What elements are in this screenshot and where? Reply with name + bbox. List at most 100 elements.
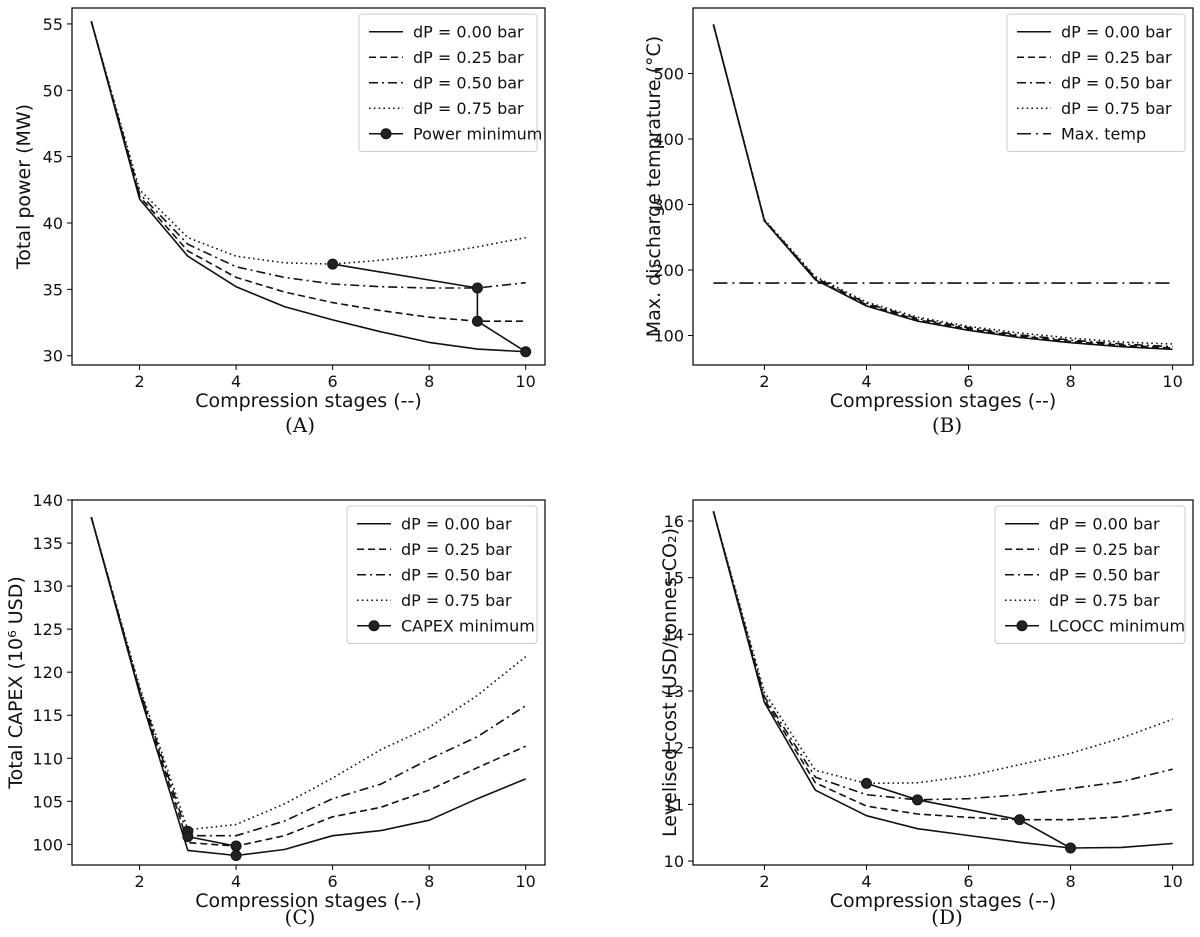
y-tick-label: 45 [43,148,63,167]
legend-label: Max. temp [1061,124,1146,143]
y-axis-label: Max. discharge temprature (°C) [643,36,665,337]
x-tick-label: 2 [134,372,144,391]
y-tick-label: 300 [653,196,684,215]
legend-label: dP = 0.75 bar [1049,591,1160,610]
x-tick-label: 2 [759,872,769,891]
x-tick-label: 4 [231,872,241,891]
minimum-marker [520,346,532,358]
series-line-1 [90,21,526,353]
minimum-marker [230,850,242,862]
x-tick-label: 10 [1162,872,1182,891]
y-tick-label: 500 [653,65,684,84]
y-tick-label: 12 [664,739,684,758]
series-line-5 [332,263,527,353]
legend-label: dP = 0.00 bar [1061,22,1172,41]
series-line-2 [90,21,526,323]
minimum-marker [1065,842,1077,854]
y-tick-label: 35 [43,280,63,299]
legend-label: dP = 0.00 bar [1049,514,1160,533]
legend-marker [1016,620,1028,632]
series-line-3 [90,21,526,289]
minimum-marker [327,258,339,270]
y-tick-label: 100 [32,835,63,854]
chart-panel-b: 2 4 6 8 10 100 200 300 400 500 Compression stages … [643,7,1194,437]
y-axis-label: Total power (MW) [13,104,35,270]
x-tick-label: 6 [963,372,973,391]
panel-caption: (D) [931,905,963,929]
legend-label: dP = 0.75 bar [413,99,524,118]
legend-label: dP = 0.25 bar [1049,540,1160,559]
minimum-marker [471,315,483,327]
legend-box [346,505,538,644]
series-line-1 [712,511,1173,849]
series-line-5 [866,782,1071,849]
y-tick-label: 110 [32,749,63,768]
legend-label: dP = 0.25 bar [1061,48,1172,67]
panel-caption: (A) [285,413,315,437]
legend-box [994,505,1186,644]
minimum-marker [860,777,872,789]
legend-label: dP = 0.75 bar [401,591,512,610]
series-line-4 [712,511,1173,785]
chart-panel-d: 2 4 6 8 10 10 11 12 13 14 15 16 Compression stages (… [659,499,1194,929]
x-tick-label: 8 [424,372,434,391]
x-tick-label: 2 [134,872,144,891]
legend: dP = 0.00 bar dP = 0.25 bar dP = 0.50 bar d… [346,505,538,644]
y-tick-label: 55 [43,15,63,34]
minimum-marker [230,840,242,852]
legend-label: dP = 0.50 bar [1061,73,1172,92]
y-tick-label: 15 [664,569,684,588]
legend-label: dP = 0.00 bar [413,22,524,41]
y-tick-label: 400 [653,130,684,149]
x-tick-label: 8 [424,872,434,891]
minimum-marker [471,282,483,294]
minimum-marker [182,831,194,843]
y-axis-label: Levelised cost (USD/tonnes CO₂) [659,528,681,837]
legend-label: dP = 0.00 bar [401,514,512,533]
y-tick-label: 100 [653,327,684,346]
legend-label: dP = 0.50 bar [1049,565,1160,584]
legend-box [1006,13,1186,152]
y-tick-label: 120 [32,663,63,682]
legend-label: dP = 0.25 bar [401,540,512,559]
x-tick-label: 4 [861,372,871,391]
panel-caption: (C) [285,905,316,929]
chart-panel-c: 2 4 6 8 10 100 105 110 115 120 125 130 135 140 Compres… [5,491,546,929]
y-tick-label: 11 [664,795,684,814]
axes-frame [71,7,546,366]
x-tick-label: 8 [1065,372,1075,391]
axes-frame [692,499,1194,866]
minimum-marker [1014,814,1026,826]
legend-marker [380,128,392,140]
x-tick-label: 10 [1162,372,1182,391]
legend-label: dP = 0.75 bar [1061,99,1172,118]
x-tick-label: 8 [1065,872,1075,891]
series-line-3 [712,511,1173,801]
x-axis-label: Compression stages (--) [195,890,422,912]
axes-frame [71,499,546,866]
legend: dP = 0.00 bar dP = 0.25 bar dP = 0.50 bar d… [358,13,542,152]
legend-box [358,13,538,152]
y-tick-label: 30 [43,347,63,366]
legend: dP = 0.00 bar dP = 0.25 bar dP = 0.50 bar d… [1006,13,1186,152]
series-line-3 [90,516,527,837]
legend-label: LCOCC minimum [1049,616,1185,635]
legend: dP = 0.00 bar dP = 0.25 bar dP = 0.50 bar d… [994,505,1186,644]
y-tick-label: 10 [664,852,684,871]
series-line-2 [90,516,527,847]
x-tick-label: 6 [328,372,338,391]
legend-label: CAPEX minimum [401,616,535,635]
y-tick-label: 200 [653,261,684,280]
y-axis-label: Total CAPEX (10⁶ USD) [5,576,27,789]
legend-label: Power minimum [413,124,542,143]
legend-label: dP = 0.50 bar [401,565,512,584]
x-tick-label: 4 [231,372,241,391]
y-tick-label: 105 [32,792,63,811]
series-line-1 [712,24,1173,351]
series-line-2 [712,511,1173,821]
y-tick-label: 130 [32,577,63,596]
y-tick-label: 13 [664,682,684,701]
y-tick-label: 125 [32,620,63,639]
chart-panel-a: 2 4 6 8 10 30 35 40 45 50 55 Compression stages (--… [13,7,546,437]
y-tick-label: 40 [43,214,63,233]
